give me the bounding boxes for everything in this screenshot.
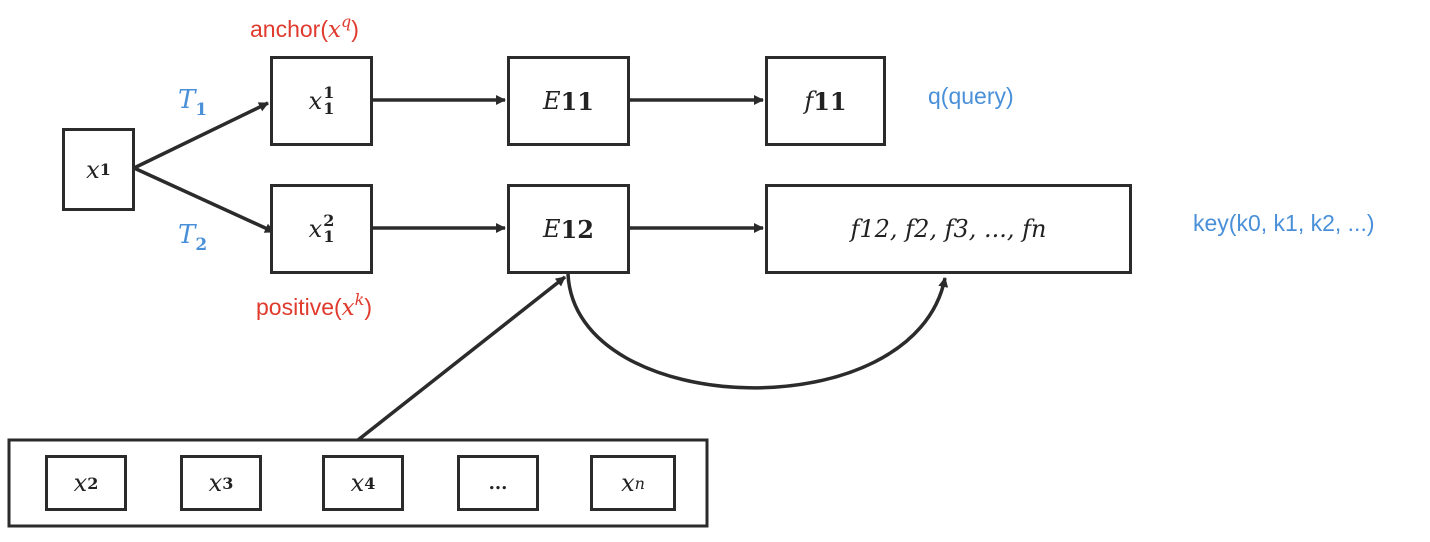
feature-f11: f 11	[765, 56, 886, 146]
transform-t1-label: T1	[178, 85, 208, 120]
arrow-x1-to-x12	[133, 166, 275, 234]
encoder-e12: E 12	[507, 184, 630, 274]
arrow-bank-to-e12	[356, 275, 567, 442]
transform-t2-label: T2	[178, 220, 208, 255]
arrow-e12-curve-to-keys	[566, 273, 949, 390]
query-label: q(query)	[928, 83, 1014, 109]
anchor-label: anchor(xq)	[250, 12, 359, 43]
positive-label: positive(xk)	[256, 290, 373, 321]
encoder-e11: E 11	[507, 56, 630, 146]
sample-bank-container	[7, 438, 709, 528]
bank-item-ellipsis: ...	[457, 455, 539, 511]
key-label: key(k0, k1, k2, ...)	[1193, 210, 1375, 236]
arrow-x1-to-x11	[133, 101, 269, 170]
feature-keys-row: f12, f2, f3, ..., fn	[765, 184, 1132, 274]
